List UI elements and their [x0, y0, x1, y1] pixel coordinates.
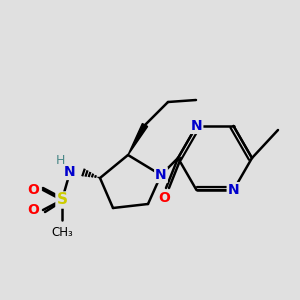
Text: N: N: [155, 168, 167, 182]
Text: N: N: [64, 165, 76, 179]
Text: N: N: [228, 183, 239, 197]
Polygon shape: [128, 124, 148, 155]
Text: O: O: [27, 203, 39, 217]
Text: N: N: [191, 119, 202, 133]
Text: O: O: [27, 183, 39, 197]
Text: CH₃: CH₃: [51, 226, 73, 238]
Text: H: H: [55, 154, 65, 166]
Text: S: S: [56, 193, 68, 208]
Text: O: O: [158, 191, 170, 205]
